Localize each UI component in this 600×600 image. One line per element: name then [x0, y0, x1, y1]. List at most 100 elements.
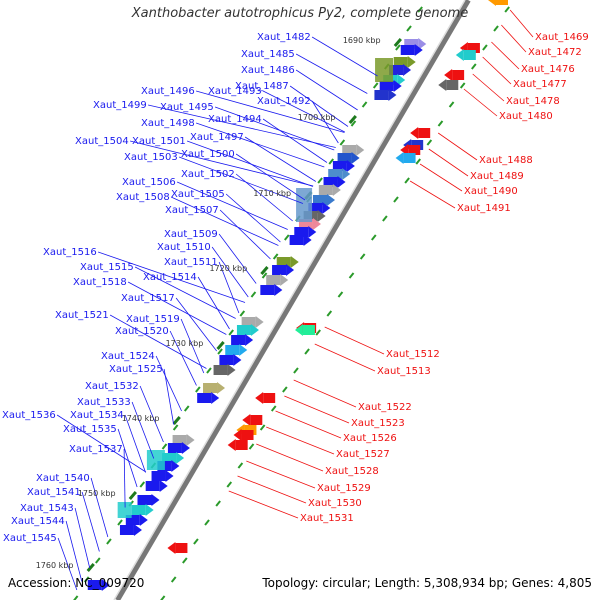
leader-line [409, 180, 456, 209]
gene-label-plus[interactable]: Xaut_1544 [11, 516, 65, 527]
gene-label-plus[interactable]: Xaut_1506 [122, 177, 176, 188]
gene-label-plus[interactable]: Xaut_1492 [257, 96, 311, 107]
leader-line [237, 475, 307, 504]
gene-label-plus[interactable]: Xaut_1501 [132, 136, 186, 147]
leader-line [124, 414, 146, 473]
gene-block [393, 57, 408, 67]
leader-line [244, 136, 317, 182]
leader-line [131, 401, 155, 459]
tick-mark [237, 462, 244, 469]
gene-label-minus[interactable]: Xaut_1476 [521, 64, 575, 75]
gene-label-plus[interactable]: Xaut_1545 [3, 533, 57, 544]
tick-mark [293, 367, 299, 374]
leader-line [284, 395, 350, 424]
gene-label-plus[interactable]: Xaut_1508 [116, 192, 170, 203]
gene-label-minus[interactable]: Xaut_1529 [317, 483, 371, 494]
gene-label-plus[interactable]: Xaut_1518 [73, 277, 127, 288]
gene-label-plus[interactable]: Xaut_1519 [126, 314, 180, 325]
gene-label-minus[interactable]: Xaut_1527 [336, 449, 390, 460]
gene-label-plus[interactable]: Xaut_1511 [164, 257, 218, 268]
gene-label-plus[interactable]: Xaut_1502 [181, 169, 235, 180]
gene-label-plus[interactable]: Xaut_1495 [160, 102, 214, 113]
leader-line [176, 181, 288, 230]
kbp-tick [260, 266, 269, 275]
gene-label-minus[interactable]: Xaut_1480 [499, 111, 553, 122]
gene-label-minus[interactable]: Xaut_1523 [351, 418, 405, 429]
gene-label-plus[interactable]: Xaut_1485 [241, 49, 295, 60]
gene-block [308, 203, 323, 213]
gene-arrow [488, 0, 496, 6]
gene-label-plus[interactable]: Xaut_1520 [115, 326, 169, 337]
leader-line [225, 193, 281, 243]
gene-block [151, 471, 166, 481]
gene-label-plus[interactable]: Xaut_1510 [157, 242, 211, 253]
gene-label-minus[interactable]: Xaut_1528 [325, 466, 379, 477]
gene-label-plus[interactable]: Xaut_1536 [2, 410, 56, 421]
gene-label-minus[interactable]: Xaut_1478 [506, 96, 560, 107]
gene-label-plus[interactable]: Xaut_1525 [109, 364, 163, 375]
gene-label-plus[interactable]: Xaut_1493 [208, 86, 262, 97]
gene-label-plus[interactable]: Xaut_1486 [241, 65, 295, 76]
leader-line [482, 56, 512, 85]
gene-label-minus[interactable]: Xaut_1526 [343, 433, 397, 444]
gene-label-minus[interactable]: Xaut_1491 [457, 203, 511, 214]
gene-block [125, 515, 140, 525]
gene-arrow [395, 152, 404, 164]
gene-label-plus[interactable]: Xaut_1505 [171, 189, 225, 200]
gene-arrow [159, 480, 168, 492]
gene-label-plus[interactable]: Xaut_1507 [165, 205, 219, 216]
gene-label-minus[interactable]: Xaut_1531 [300, 513, 354, 524]
tick-mark [261, 272, 268, 279]
gene-label-plus[interactable]: Xaut_1533 [77, 397, 131, 408]
gene-label-plus[interactable]: Xaut_1499 [93, 100, 147, 111]
leader-line [311, 36, 378, 77]
gene-label-minus[interactable]: Xaut_1477 [513, 79, 567, 90]
gene-label-plus[interactable]: Xaut_1497 [190, 132, 244, 143]
gene-arrow [308, 226, 317, 238]
gene-label-plus[interactable]: Xaut_1515 [80, 262, 134, 273]
gene-label-minus[interactable]: Xaut_1513 [377, 366, 431, 377]
gene-label-plus[interactable]: Xaut_1509 [164, 229, 218, 240]
gene-arrow [332, 184, 341, 196]
gene-label-plus[interactable]: Xaut_1516 [43, 247, 97, 258]
gene-label-plus[interactable]: Xaut_1498 [141, 118, 195, 129]
gene-label-plus[interactable]: Xaut_1494 [208, 114, 262, 125]
gene-arrow [294, 324, 303, 336]
gene-label-plus[interactable]: Xaut_1524 [101, 351, 155, 362]
gene-label-minus[interactable]: Xaut_1469 [535, 32, 589, 43]
gene-label-plus[interactable]: Xaut_1532 [85, 381, 139, 392]
gene-arrow [242, 414, 251, 426]
gene-block [241, 317, 256, 327]
gene-label-minus[interactable]: Xaut_1488 [479, 155, 533, 166]
gene-label-plus[interactable]: Xaut_1504 [75, 136, 129, 147]
gene-label-minus[interactable]: Xaut_1472 [528, 47, 582, 58]
gene-label-plus[interactable]: Xaut_1503 [124, 152, 178, 163]
tick-mark [437, 120, 444, 127]
gene-label-minus[interactable]: Xaut_1522 [358, 402, 412, 413]
gene-label-plus[interactable]: Xaut_1534 [70, 410, 124, 421]
gene-label-plus[interactable]: Xaut_1543 [20, 503, 74, 514]
tick-mark [117, 519, 123, 526]
gene-label-plus[interactable]: Xaut_1514 [143, 272, 197, 283]
gene-label-plus[interactable]: Xaut_1500 [181, 149, 235, 160]
leader-line [256, 443, 324, 472]
gene-label-plus[interactable]: Xaut_1496 [141, 86, 195, 97]
gene-label-plus[interactable]: Xaut_1521 [55, 310, 109, 321]
gene-label-plus[interactable]: Xaut_1537 [69, 444, 123, 455]
gene-block [404, 39, 419, 49]
gene-label-minus[interactable]: Xaut_1490 [464, 186, 518, 197]
leader-line [246, 460, 316, 489]
gene-label-minus[interactable]: Xaut_1530 [308, 498, 362, 509]
gene-label-minus[interactable]: Xaut_1489 [470, 171, 524, 182]
gene-label-plus[interactable]: Xaut_1540 [36, 473, 90, 484]
kbp-tick [86, 563, 95, 572]
leader-line [419, 163, 463, 192]
gene-label-minus[interactable]: Xaut_1512 [386, 349, 440, 360]
gene-label-plus[interactable]: Xaut_1487 [235, 81, 289, 92]
gene-label-plus[interactable]: Xaut_1517 [121, 293, 175, 304]
gene-block [119, 525, 134, 535]
gene-arrow [167, 542, 176, 554]
gene-label-plus[interactable]: Xaut_1482 [257, 32, 311, 43]
gene-label-plus[interactable]: Xaut_1535 [63, 424, 117, 435]
gene-label-plus[interactable]: Xaut_1541 [27, 487, 81, 498]
